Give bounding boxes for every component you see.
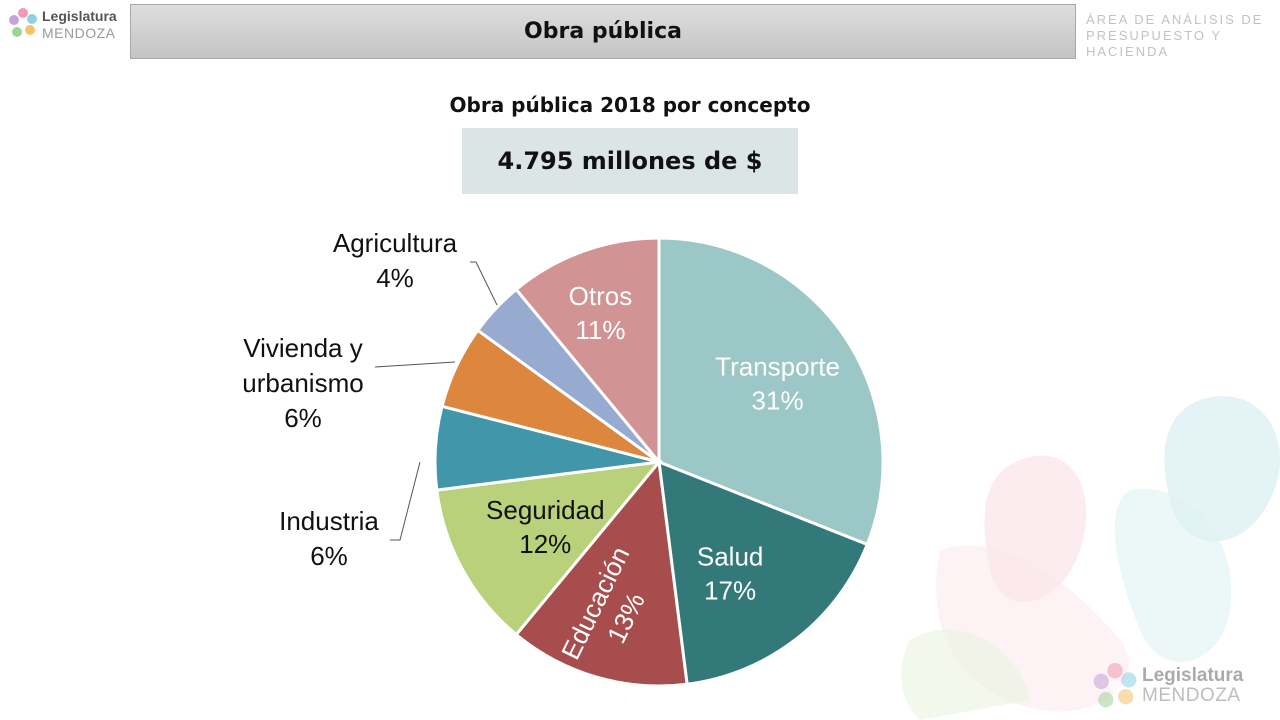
logo-flower-icon — [9, 8, 37, 37]
total-amount: 4.795 millones de $ — [497, 147, 763, 175]
slice-label-value: 17% — [704, 576, 756, 606]
slice-label-name: Vivienda y — [243, 333, 363, 363]
total-amount-box: 4.795 millones de $ — [462, 128, 798, 194]
pie-slice-transporte — [657, 236, 885, 547]
slice-label-value: 6% — [310, 541, 348, 571]
slice-label-value: 11% — [575, 315, 625, 345]
slice-label-name: Otros — [569, 281, 633, 311]
slice-label-industria: Industria 6% — [279, 506, 379, 571]
slice-label-value: 4% — [376, 263, 414, 293]
logo-text-legislatura: Legislatura — [42, 8, 117, 24]
slice-label-transporte: Transporte 31% — [715, 351, 840, 415]
leader-line — [374, 361, 456, 368]
slice-label-otros: Otros 11% — [569, 281, 633, 345]
department-label: ÁREA DE ANÁLISIS DE PRESUPUESTO Y HACIEN… — [1086, 12, 1276, 60]
pie-slice-salud — [657, 459, 870, 686]
department-line-1: ÁREA DE ANÁLISIS DE — [1086, 12, 1264, 27]
slice-label-seguridad: Seguridad 12% — [486, 495, 605, 559]
pie-slice-seguridad — [435, 460, 663, 637]
department-line-2: PRESUPUESTO Y HACIENDA — [1086, 28, 1222, 59]
header-bar: Obra pública — [130, 4, 1076, 59]
logo-flower-icon-bottom — [1093, 663, 1137, 708]
slice-label-name: urbanismo — [242, 368, 363, 398]
slice-label-name: Salud — [697, 542, 764, 572]
pie-slice-educacion — [514, 458, 689, 688]
slice-label-vivienda-y-urbanismo: Vivienda y urbanismo 6% — [242, 333, 363, 433]
leader-line — [390, 461, 421, 541]
logo-text-mendoza: MENDOZA — [42, 25, 116, 41]
slice-label-value: 12% — [519, 529, 571, 559]
legislatura-logo-top: Legislatura MENDOZA — [8, 6, 120, 44]
background-decoration — [901, 396, 1280, 720]
slice-label-name: Transporte — [715, 351, 840, 381]
slice-label-value: 31% — [752, 385, 804, 415]
slice-label-value: 6% — [284, 403, 322, 433]
leader-line — [470, 261, 498, 306]
chart-title: Obra pública 2018 por concepto — [449, 93, 811, 117]
pie-slice-otros — [514, 236, 661, 467]
slice-label-salud: Salud 17% — [697, 542, 764, 606]
slice-label-name: Agricultura — [333, 228, 458, 258]
logo-bottom-legislatura: Legislatura — [1142, 665, 1244, 686]
slice-label-agricultura: Agricultura 4% — [333, 228, 458, 293]
slice-label-name: Industria — [279, 506, 379, 536]
slice-label-name: Seguridad — [486, 495, 605, 525]
page-title: Obra pública — [524, 19, 682, 44]
logo-bottom-mendoza: MENDOZA — [1142, 685, 1241, 706]
legislatura-logo-bottom: Legislatura MENDOZA — [1092, 660, 1270, 716]
